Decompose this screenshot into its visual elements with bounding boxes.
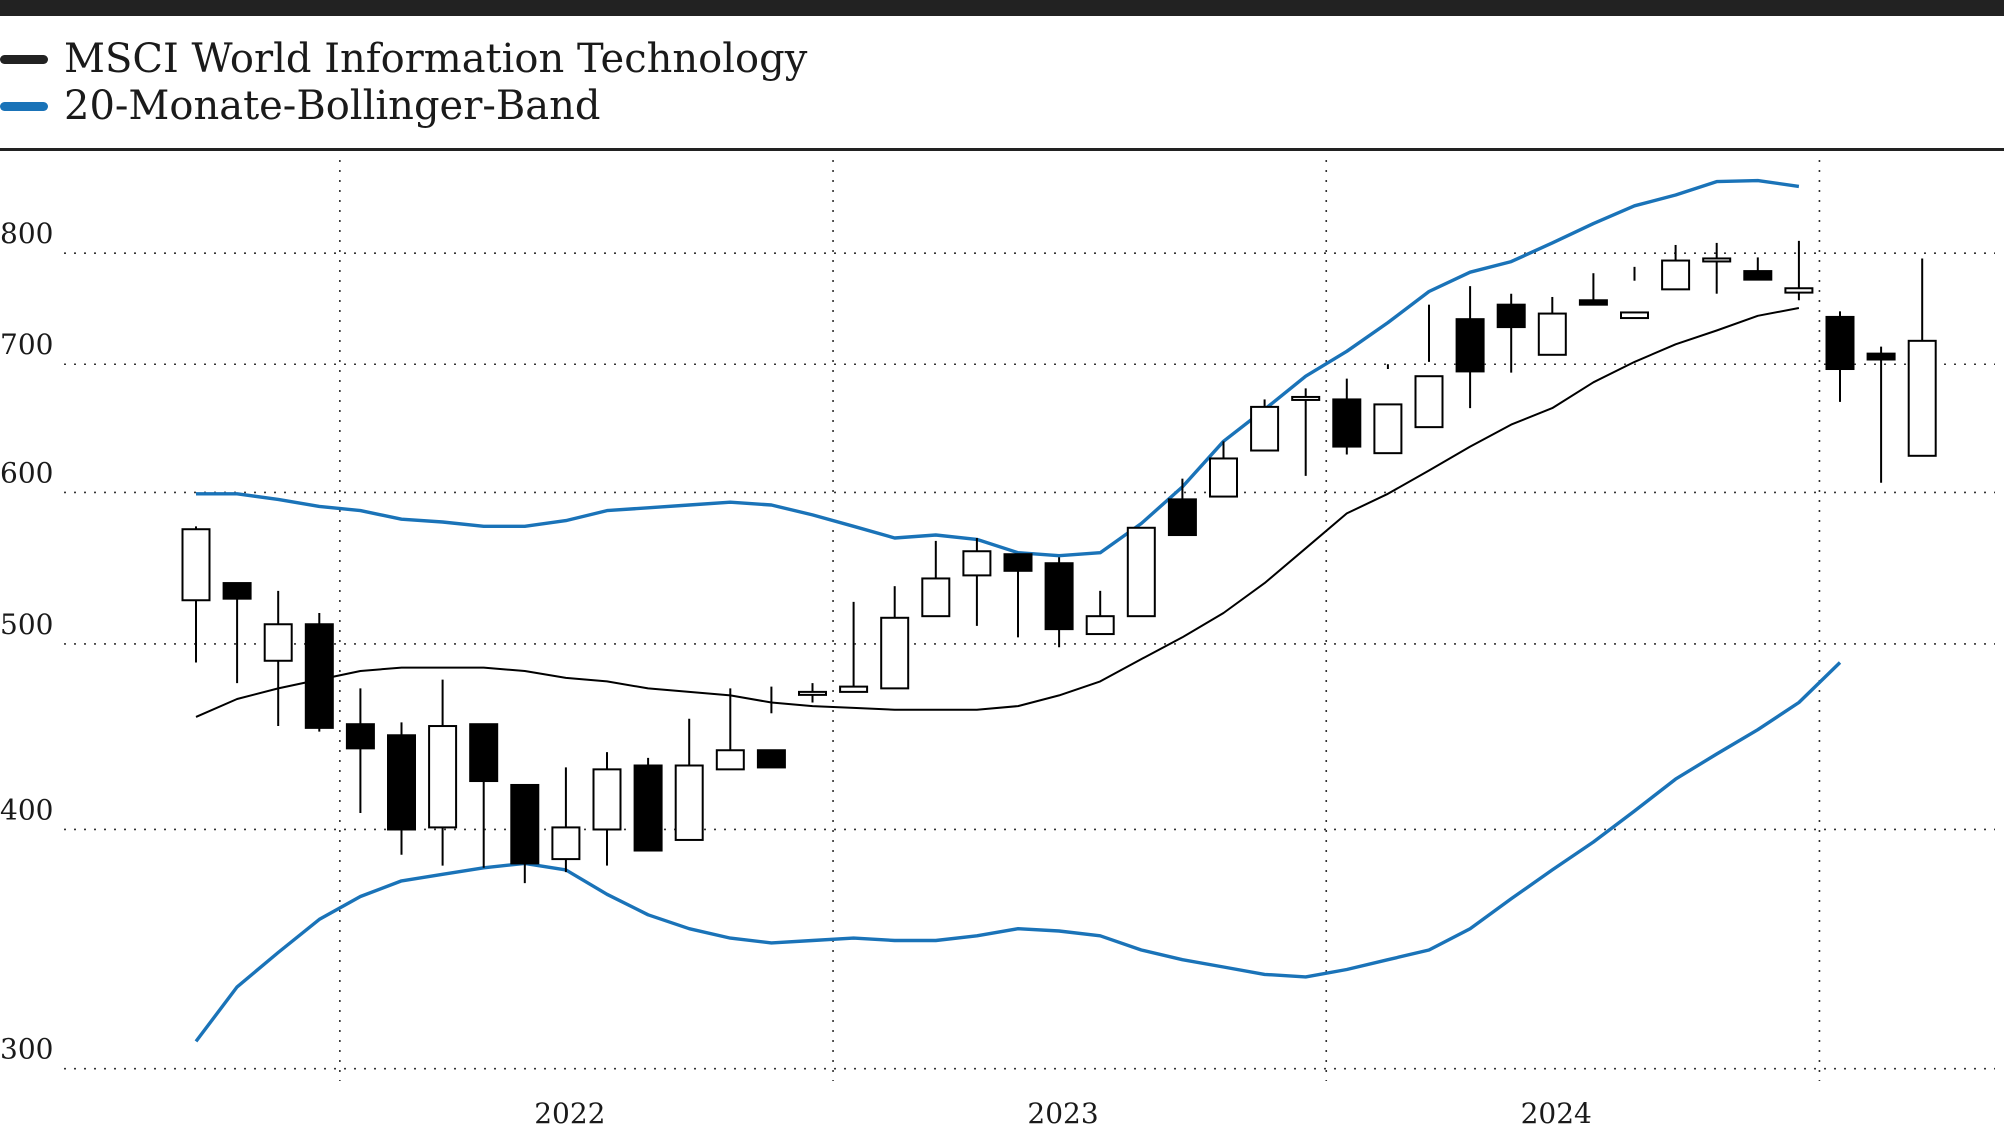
y-tick-label: 400 <box>0 793 53 826</box>
y-tick-label: 500 <box>0 608 53 641</box>
legend-swatch-index <box>0 55 48 64</box>
candle-body <box>1866 352 1896 361</box>
candle-body <box>469 723 499 783</box>
candle-body <box>263 623 293 662</box>
candle-body <box>1496 303 1526 329</box>
bollinger-line <box>194 661 1842 1043</box>
candle-body <box>1373 403 1403 455</box>
candle-body <box>387 734 416 831</box>
candle-body <box>345 723 375 750</box>
candle-body <box>428 725 458 829</box>
candle-body <box>1702 257 1732 263</box>
candle-body <box>1620 311 1649 320</box>
candle-body <box>962 550 992 577</box>
y-tick-label: 300 <box>0 1033 53 1066</box>
candle-body <box>1743 270 1773 281</box>
candle-body <box>592 768 622 831</box>
candle-body <box>1332 398 1362 448</box>
candle-body <box>1414 375 1444 429</box>
legend-label-bollinger: 20-Monate-Bollinger-Band <box>64 83 601 129</box>
bollinger-line <box>195 307 1800 718</box>
candle-body <box>839 685 869 693</box>
candle-body <box>798 690 827 696</box>
candle-body <box>633 764 663 852</box>
y-tick-label: 800 <box>0 217 53 250</box>
candle-body <box>921 577 951 618</box>
y-tick-label: 600 <box>0 456 53 489</box>
candle-body <box>1537 312 1567 356</box>
candle-body <box>1250 405 1280 452</box>
legend-item-index: MSCI World Information Technology <box>0 36 807 83</box>
legend-label-index: MSCI World Information Technology <box>64 36 808 82</box>
candle-body <box>1291 395 1321 401</box>
candle-body <box>222 582 252 600</box>
bollinger-line <box>196 178 1800 558</box>
candle-body <box>1126 526 1156 618</box>
candle-body <box>1455 318 1485 373</box>
candle-body <box>880 616 910 690</box>
candle-body <box>1003 553 1033 572</box>
candle-body <box>1661 259 1691 291</box>
candle-body <box>1167 498 1197 537</box>
candle-body <box>181 528 211 602</box>
candle-body <box>551 826 581 861</box>
candle-body <box>1907 339 1937 457</box>
y-tick-label: 700 <box>0 328 53 361</box>
candle-body <box>674 764 704 841</box>
x-tick-label: 2023 <box>1027 1097 1098 1130</box>
candlestick-chart: 3004005006007008002022202320242025 <box>0 160 1995 1130</box>
candle-body <box>1209 457 1238 498</box>
x-tick-label: 2024 <box>1521 1097 1592 1130</box>
candle-body <box>715 749 745 771</box>
candle-body <box>1784 287 1814 294</box>
candle-body <box>1085 615 1115 636</box>
x-tick-label: 2022 <box>534 1097 605 1130</box>
candle-body <box>756 749 786 769</box>
candle-body <box>304 623 334 729</box>
header-rule <box>0 148 2004 151</box>
top-bar <box>0 0 2004 16</box>
legend: MSCI World Information Technology 20-Mon… <box>0 36 807 130</box>
candle-body <box>510 783 540 865</box>
candle-body <box>1578 299 1608 306</box>
legend-item-bollinger: 20-Monate-Bollinger-Band <box>0 83 807 130</box>
candle-body <box>1825 315 1855 371</box>
candle-body <box>1044 562 1074 631</box>
legend-swatch-bollinger <box>0 102 48 111</box>
